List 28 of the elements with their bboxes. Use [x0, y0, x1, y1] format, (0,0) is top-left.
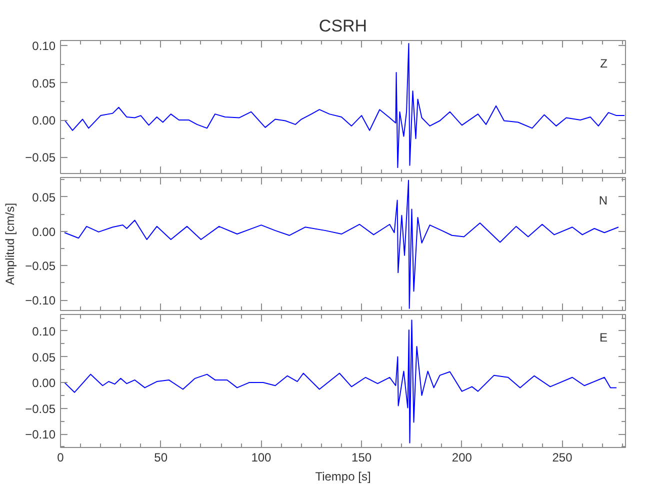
x-tick-label: 50: [154, 450, 168, 464]
y-tick-label: −0.05: [25, 150, 56, 165]
x-tick-label: 250: [552, 450, 573, 464]
y-tick-label: 0.05: [32, 190, 56, 204]
y-tick-label: −0.05: [25, 259, 56, 274]
annotation: Z: [600, 56, 608, 70]
annotation: E: [599, 330, 608, 344]
y-tick-label: 0.05: [32, 350, 56, 364]
chart-title: CSRH: [318, 16, 368, 36]
x-tick-label: 200: [452, 450, 472, 464]
y-tick-label: 0.05: [32, 76, 56, 90]
y-tick-label: 0.00: [32, 376, 56, 390]
x-tick-label: 100: [251, 450, 272, 464]
x-tick-label: 150: [352, 450, 372, 464]
line-series: [64, 180, 619, 309]
annotation: N: [598, 194, 608, 208]
y-tick-label: 0.00: [32, 224, 56, 239]
x-axis-title: Tiempo [s]: [315, 470, 371, 484]
y-tick-label: 0.10: [32, 324, 56, 338]
line-series: [64, 320, 617, 444]
x-tick-label: 0: [57, 450, 64, 464]
line-series: [64, 42, 625, 168]
y-axis-title: Amplitud [cm/s]: [3, 202, 18, 286]
y-tick-label: 0.10: [32, 39, 56, 54]
y-tick-label: −0.05: [25, 402, 56, 416]
y-tick-label: −0.10: [25, 294, 56, 308]
y-tick-label: 0.00: [32, 114, 56, 128]
y-tick-label: −0.10: [25, 428, 56, 442]
